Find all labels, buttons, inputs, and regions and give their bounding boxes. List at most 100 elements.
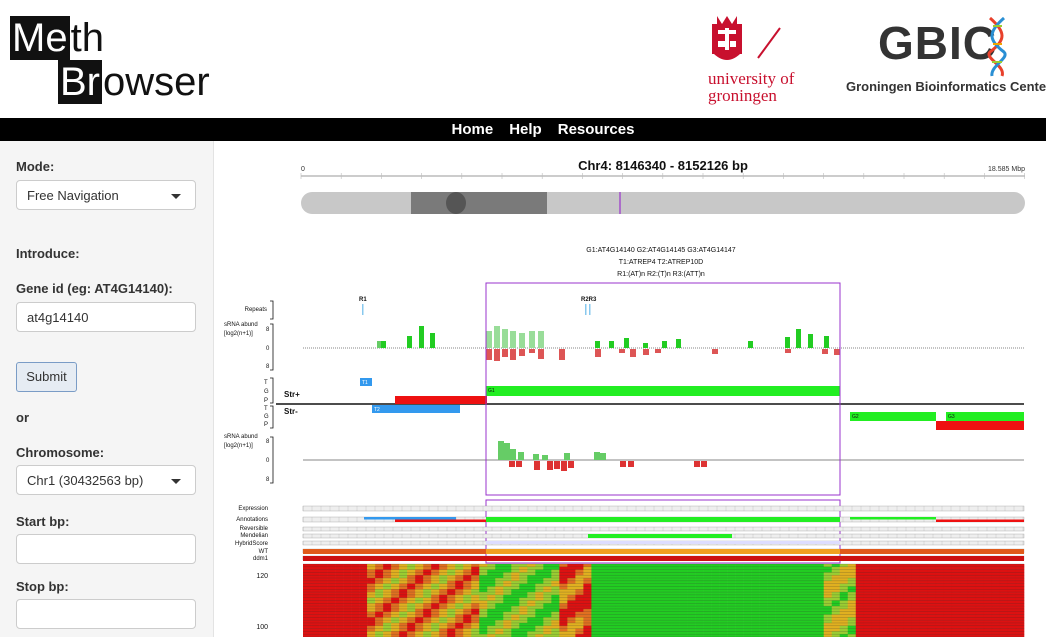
heatmap-cell bbox=[991, 622, 1001, 627]
heatmap-cell bbox=[471, 575, 480, 579]
nav-help[interactable]: Help bbox=[509, 121, 542, 138]
heatmap-cell bbox=[975, 583, 985, 587]
heatmap-cell bbox=[303, 564, 312, 568]
heatmap-cell bbox=[759, 586, 768, 590]
heatmap-cell bbox=[527, 566, 536, 570]
heatmap-cell bbox=[415, 597, 424, 601]
heatmap-cell bbox=[327, 569, 336, 573]
heatmap-cell bbox=[871, 634, 881, 638]
heatmap-cell bbox=[871, 603, 881, 607]
heatmap-cell bbox=[423, 628, 432, 632]
heatmap-cell bbox=[743, 631, 752, 635]
heatmap-cell bbox=[959, 617, 969, 621]
heatmap-cell bbox=[407, 614, 416, 618]
heatmap-cell bbox=[559, 580, 568, 584]
heatmap-cell bbox=[871, 586, 881, 590]
transposon-feature[interactable] bbox=[360, 378, 372, 386]
heatmap-cell bbox=[527, 586, 536, 590]
heatmap-cell bbox=[623, 597, 632, 601]
heatmap-cell bbox=[519, 566, 528, 570]
heatmap-cell bbox=[631, 586, 640, 590]
heatmap-cell bbox=[455, 631, 464, 635]
stop-bp-input[interactable] bbox=[16, 599, 196, 629]
gene-feature[interactable] bbox=[486, 386, 840, 396]
heatmap-cell bbox=[455, 603, 464, 607]
submit-button[interactable]: Submit bbox=[16, 362, 77, 392]
heatmap-cell bbox=[831, 631, 841, 635]
heatmap-cell bbox=[991, 617, 1001, 621]
repeat-marker[interactable] bbox=[362, 304, 364, 315]
heatmap-cell bbox=[863, 625, 873, 629]
gene-feature[interactable] bbox=[946, 412, 1024, 421]
axis-label: 8 bbox=[266, 364, 270, 370]
nav-home[interactable]: Home bbox=[451, 121, 494, 138]
heatmap-cell bbox=[903, 578, 913, 582]
methylation-heatmap[interactable] bbox=[303, 563, 1025, 638]
chromosome-select[interactable]: Chr1 (30432563 bp) bbox=[16, 465, 196, 495]
heatmap-cell bbox=[439, 631, 448, 635]
heatmap-cell bbox=[471, 583, 480, 587]
heatmap-cell bbox=[359, 589, 368, 593]
heatmap-cell bbox=[823, 572, 833, 576]
srna-label-top: sRNA abund bbox=[224, 322, 258, 328]
heatmap-cell bbox=[967, 603, 977, 607]
gene-feature[interactable] bbox=[850, 412, 936, 421]
heatmap-cell bbox=[887, 622, 897, 627]
repeat-marker[interactable] bbox=[585, 304, 587, 315]
selection-box[interactable] bbox=[485, 282, 841, 496]
heatmap-cell bbox=[455, 572, 464, 576]
heatmap-cell bbox=[743, 634, 752, 638]
heatmap-cell bbox=[959, 564, 969, 568]
gene-id-input[interactable]: at4g14140 bbox=[16, 302, 196, 332]
heatmap-cell bbox=[831, 583, 841, 587]
heatmap-cell bbox=[991, 564, 1001, 568]
heatmap-cell bbox=[767, 620, 776, 624]
repeat-marker[interactable] bbox=[589, 304, 591, 315]
heatmap-cell bbox=[871, 606, 881, 610]
heatmap-cell bbox=[991, 566, 1001, 570]
heatmap-cell bbox=[687, 583, 696, 587]
heatmap-cell bbox=[623, 594, 632, 598]
heatmap-cell bbox=[351, 606, 360, 610]
heatmap-cell bbox=[895, 578, 905, 582]
heatmap-cell bbox=[695, 572, 704, 576]
heatmap-cell bbox=[455, 564, 464, 568]
heatmap-cell bbox=[351, 622, 360, 627]
heatmap-cell bbox=[599, 569, 608, 573]
heatmap-cell bbox=[967, 600, 977, 604]
heatmap-cell bbox=[663, 578, 672, 582]
promoter-feature[interactable] bbox=[395, 396, 487, 404]
heatmap-cell bbox=[863, 580, 873, 584]
mode-select[interactable]: Free Navigation bbox=[16, 180, 196, 210]
heatmap-cell bbox=[551, 575, 560, 579]
heatmap-cell bbox=[751, 566, 760, 570]
heatmap-cell bbox=[751, 564, 760, 568]
heatmap-cell bbox=[375, 597, 384, 601]
heatmap-cell bbox=[871, 580, 881, 584]
heatmap-cell bbox=[367, 597, 376, 601]
heatmap-cell bbox=[575, 600, 584, 604]
methbrowser-logo[interactable]: Me th Br owser bbox=[10, 16, 211, 104]
promoter-feature[interactable] bbox=[936, 421, 1024, 430]
heatmap-cell bbox=[935, 608, 945, 613]
heatmap-cell bbox=[647, 617, 656, 621]
heatmap-cell bbox=[599, 592, 608, 596]
nav-resources[interactable]: Resources bbox=[557, 121, 635, 138]
heatmap-cell bbox=[511, 600, 520, 604]
heatmap-cell bbox=[935, 564, 945, 568]
heatmap-cell bbox=[791, 614, 800, 618]
heatmap-cell bbox=[487, 614, 496, 618]
heatmap-cell bbox=[327, 592, 336, 596]
heatmap-cell bbox=[767, 566, 776, 570]
genome-browser-view[interactable]: 0 18.585 Mbp Chr4: 8146340 - 8152126 bp … bbox=[214, 141, 1046, 638]
heatmap-cell bbox=[335, 572, 344, 576]
heatmap-cell bbox=[663, 628, 672, 632]
heatmap-cell bbox=[551, 606, 560, 610]
heatmap-cell bbox=[343, 617, 352, 621]
heatmap-cell bbox=[343, 572, 352, 576]
heatmap-cell bbox=[559, 589, 568, 593]
transposon-feature[interactable] bbox=[372, 405, 460, 413]
start-bp-input[interactable] bbox=[16, 534, 196, 564]
heatmap-cell bbox=[687, 564, 696, 568]
chromosome-ideogram[interactable] bbox=[301, 192, 1025, 214]
